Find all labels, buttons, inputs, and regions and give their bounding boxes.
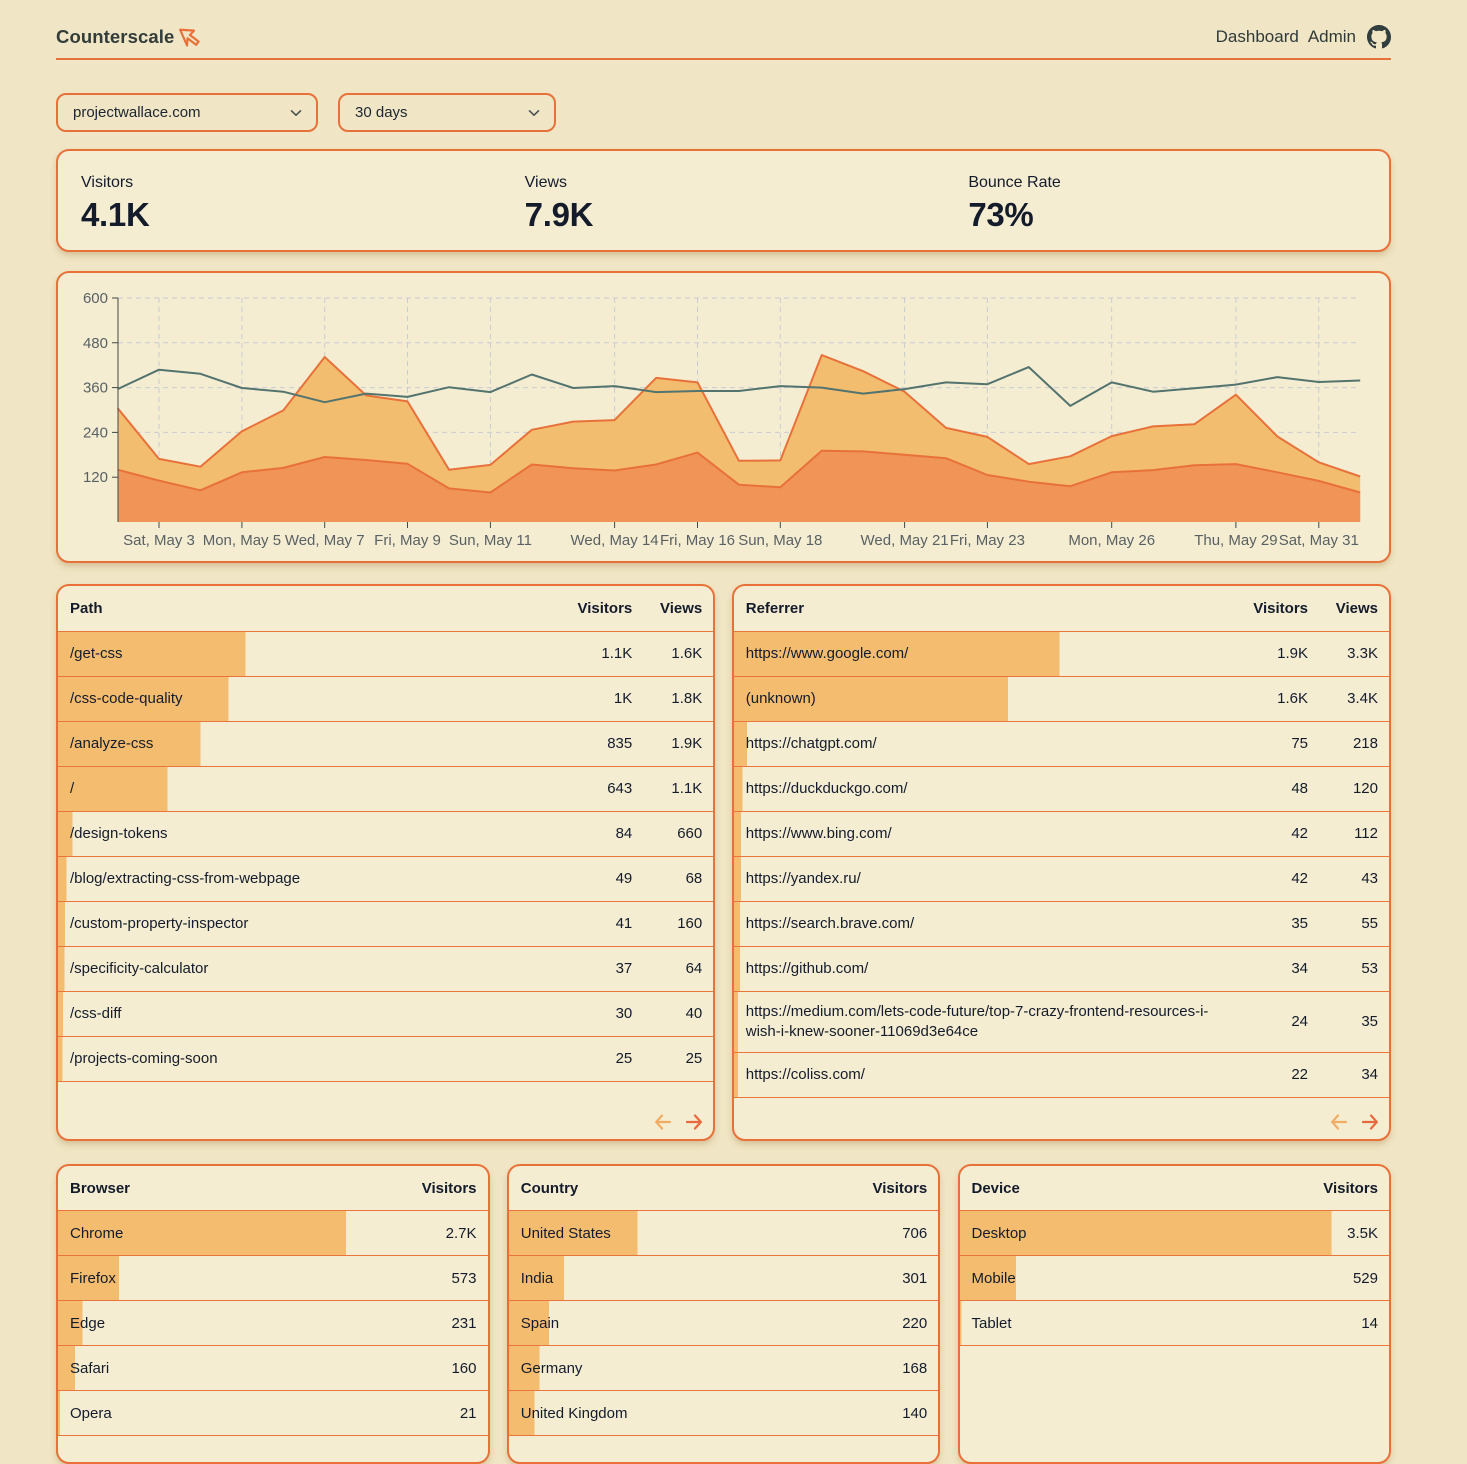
svg-text:Sun, May 11: Sun, May 11 bbox=[449, 532, 532, 549]
svg-text:Wed, May 21: Wed, May 21 bbox=[861, 532, 949, 549]
svg-text:Fri, May 16: Fri, May 16 bbox=[660, 532, 735, 549]
svg-text:Thu, May 29: Thu, May 29 bbox=[1194, 532, 1277, 549]
svg-text:Wed, May 7: Wed, May 7 bbox=[285, 532, 365, 549]
svg-text:600: 600 bbox=[83, 290, 108, 307]
svg-text:240: 240 bbox=[83, 424, 108, 441]
svg-text:360: 360 bbox=[83, 380, 108, 397]
svg-text:120: 120 bbox=[83, 469, 108, 486]
svg-text:Mon, May 26: Mon, May 26 bbox=[1068, 532, 1155, 549]
svg-text:Sat, May 31: Sat, May 31 bbox=[1279, 532, 1359, 549]
svg-text:Fri, May 23: Fri, May 23 bbox=[950, 532, 1025, 549]
svg-text:480: 480 bbox=[83, 335, 108, 352]
svg-text:Fri, May 9: Fri, May 9 bbox=[374, 532, 441, 549]
svg-text:Mon, May 5: Mon, May 5 bbox=[203, 532, 281, 549]
svg-text:Wed, May 14: Wed, May 14 bbox=[571, 532, 659, 549]
svg-text:Sat, May 3: Sat, May 3 bbox=[123, 532, 195, 549]
svg-text:Sun, May 18: Sun, May 18 bbox=[738, 532, 822, 549]
